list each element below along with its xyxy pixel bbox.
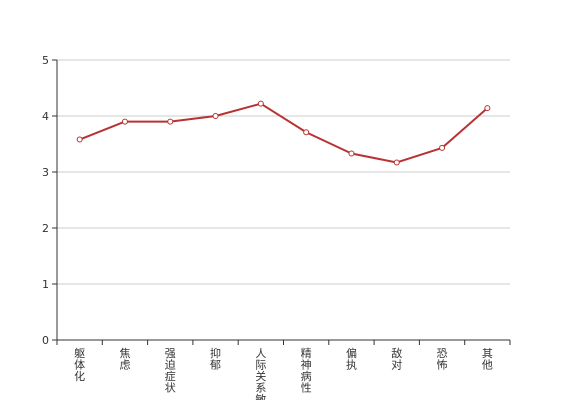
x-category-label: 恐怖 (437, 347, 448, 372)
data-point[interactable] (393, 159, 400, 166)
y-tick-label: 4 (42, 110, 49, 123)
x-category-label: 精神病性 (301, 347, 312, 395)
y-tick-label: 3 (42, 166, 49, 179)
data-point[interactable] (439, 144, 446, 151)
data-point[interactable] (484, 105, 491, 112)
x-category-label: 偏执 (346, 346, 357, 372)
data-point[interactable] (348, 150, 355, 157)
gridlines (57, 59, 510, 285)
x-category-label: 其他 (482, 347, 493, 372)
axes (56, 60, 510, 341)
x-category-label: 躯体化 (74, 347, 85, 383)
data-point[interactable] (303, 129, 310, 136)
data-point[interactable] (167, 118, 174, 125)
series-line (79, 102, 489, 164)
y-axis-ticks: 0 1 2 3 4 5 (42, 54, 57, 347)
x-category-label: 焦虑 (119, 347, 130, 372)
series-group (76, 100, 491, 166)
y-tick-label: 5 (42, 54, 49, 67)
y-tick-label: 1 (42, 278, 49, 291)
x-category-label: 抑郁 (210, 346, 221, 372)
data-point[interactable] (212, 113, 219, 119)
x-category-label: 人际关系敏感 (255, 347, 266, 400)
data-point[interactable] (121, 118, 128, 125)
data-point[interactable] (257, 100, 264, 107)
y-tick-label: 2 (42, 222, 49, 235)
x-category-label: 敌对 (391, 346, 402, 372)
x-category-label: 强迫症状 (165, 347, 176, 395)
y-tick-label: 0 (42, 334, 49, 347)
data-point[interactable] (76, 136, 83, 143)
x-axis-ticks: 躯体化 焦虑 强迫症状 抑郁 人际关系敏感 精神病性 偏执 敌对 恐怖 其他 (56, 340, 511, 400)
